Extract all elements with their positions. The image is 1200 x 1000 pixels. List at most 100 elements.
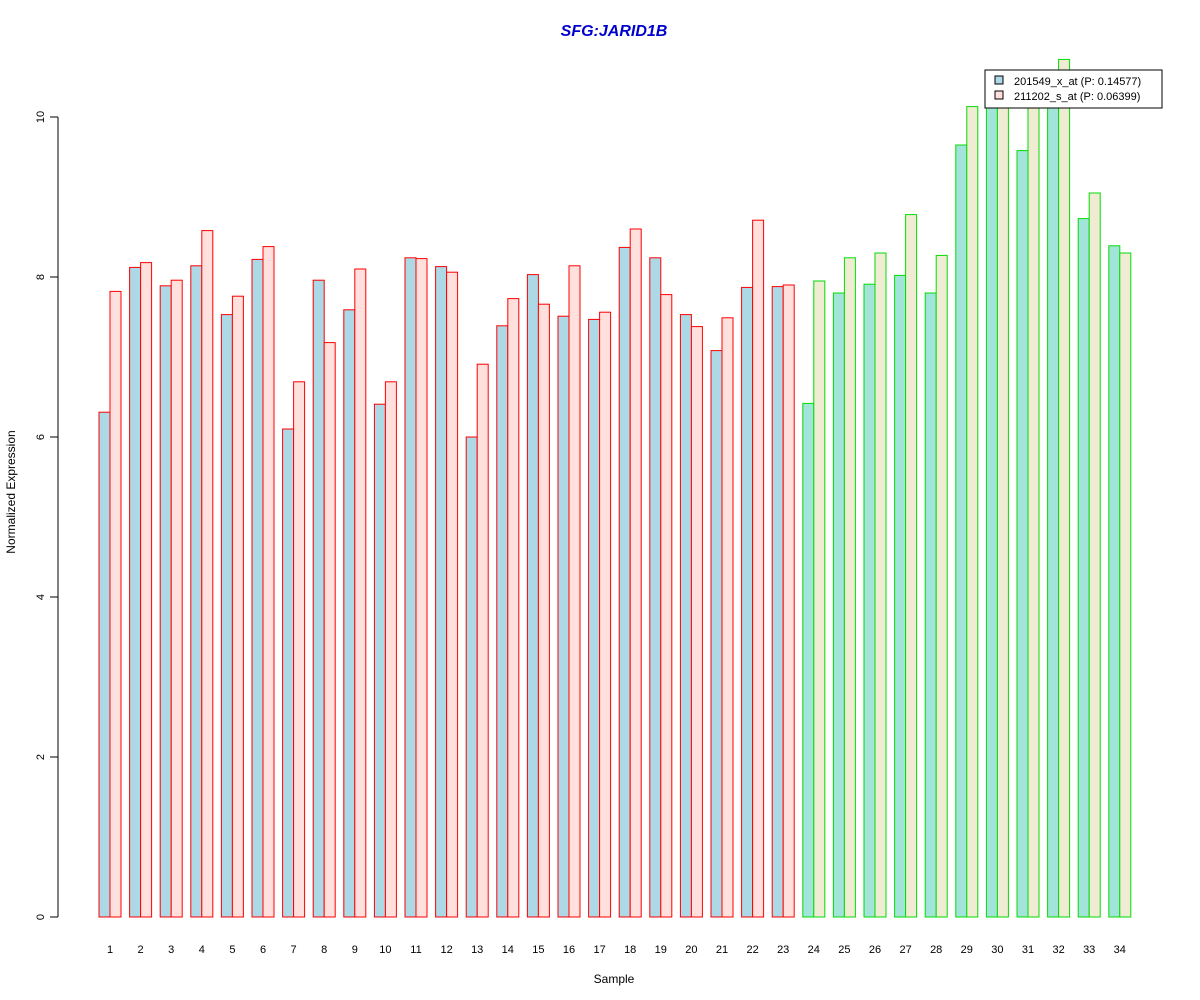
x-tick-label: 25 (838, 944, 850, 956)
x-tick-label: 1 (107, 944, 113, 956)
legend-label-series-2: 211202_s_at (P: 0.06399) (1014, 91, 1140, 103)
x-tick-label: 13 (471, 944, 483, 956)
legend-box (984, 69, 1163, 109)
bar-series-1-sample-3 (159, 285, 172, 918)
x-tick-label: 30 (991, 944, 1003, 956)
bar-series-1-sample-22 (741, 286, 754, 918)
bar-series-1-sample-7 (282, 428, 295, 918)
x-tick-label: 10 (379, 944, 391, 956)
bar-series-1-sample-15 (526, 274, 539, 918)
bar-series-1-sample-18 (618, 246, 631, 918)
x-tick-label: 18 (624, 944, 636, 956)
bar-series-2-sample-2 (140, 262, 153, 918)
bar-series-1-sample-17 (588, 318, 601, 918)
x-tick-label: 20 (685, 944, 697, 956)
bar-series-2-sample-20 (690, 326, 703, 918)
bar-series-2-sample-30 (996, 100, 1009, 918)
bar-series-1-sample-8 (312, 279, 325, 918)
y-tick-label: 6 (35, 434, 47, 440)
bar-series-1-sample-19 (649, 257, 662, 918)
bar-series-2-sample-29 (966, 106, 979, 918)
y-tick-label: 10 (35, 111, 47, 123)
bar-series-1-sample-4 (190, 265, 203, 918)
bar-series-1-sample-12 (435, 266, 448, 918)
x-tick-label: 31 (1022, 944, 1034, 956)
bar-series-1-sample-33 (1077, 218, 1090, 918)
bar-series-1-sample-6 (251, 258, 264, 918)
bar-series-2-sample-19 (660, 294, 673, 918)
x-tick-label: 23 (777, 944, 789, 956)
bar-series-1-sample-25 (832, 292, 845, 918)
x-tick-labels: 1 2 3 4 5 6 7 8 9 10 11 12 13 14 15 16 17 18 19 20 21 22 23 24 2… (107, 944, 1126, 956)
x-tick-label: 16 (563, 944, 575, 956)
x-tick-label: 28 (930, 944, 942, 956)
x-tick-label: 3 (168, 944, 174, 956)
bar-series-1-sample-26 (863, 283, 876, 918)
bar-series-2-sample-32 (1058, 58, 1071, 918)
bar-series-2-sample-6 (262, 246, 275, 918)
bar-series-2-sample-13 (476, 363, 489, 918)
bar-series-2-sample-7 (293, 381, 306, 918)
x-tick-label: 21 (716, 944, 728, 956)
bar-series-2-sample-15 (537, 303, 550, 918)
bar-series-1-sample-20 (679, 314, 692, 918)
bar-series-2-sample-25 (843, 257, 856, 918)
x-tick-label: 6 (260, 944, 266, 956)
bar-series-2-sample-9 (354, 268, 367, 918)
y-tick-label: 2 (35, 754, 47, 760)
x-tick-label: 29 (961, 944, 973, 956)
bar-series-1-sample-29 (955, 144, 968, 918)
x-tick-label: 5 (229, 944, 235, 956)
legend-swatch-series-1 (994, 75, 1004, 85)
bar-series-1-sample-28 (924, 292, 937, 918)
bar-series-2-sample-1 (109, 290, 122, 918)
bar-series-1-sample-34 (1108, 245, 1121, 918)
chart-title: SFG:JARID1B (561, 23, 668, 40)
bar-series-1-sample-23 (771, 286, 784, 918)
bar-series-1-sample-24 (802, 402, 815, 918)
bar-series-2-sample-26 (874, 252, 887, 918)
bar-series-1-sample-32 (1047, 100, 1060, 918)
bar-series-2-sample-17 (599, 311, 612, 918)
bar-series-1-sample-9 (343, 309, 356, 918)
legend-swatch-series-2 (994, 90, 1004, 100)
bar-series-1-sample-2 (129, 266, 142, 918)
y-axis-label: Normalized Expression (4, 430, 18, 553)
x-axis-label: Sample (594, 972, 635, 986)
bar-series-2-sample-3 (170, 279, 183, 918)
legend: 201549_x_at (P: 0.14577) 211202_s_at (P:… (984, 69, 1163, 109)
x-tick-label: 32 (1052, 944, 1064, 956)
x-tick-label: 22 (746, 944, 758, 956)
bar-series-1-sample-1 (98, 411, 111, 918)
x-tick-label: 27 (899, 944, 911, 956)
bar-series-1-sample-27 (894, 274, 907, 918)
x-tick-label: 14 (502, 944, 514, 956)
x-tick-label: 12 (440, 944, 452, 956)
bar-series-2-sample-12 (446, 271, 459, 918)
x-tick-label: 34 (1114, 944, 1126, 956)
bar-series-2-sample-10 (384, 381, 397, 918)
x-tick-label: 17 (593, 944, 605, 956)
bar-series-1-sample-13 (465, 436, 478, 918)
x-tick-label: 9 (352, 944, 358, 956)
bars-group (98, 58, 1132, 918)
y-tick-label: 0 (35, 914, 47, 920)
bar-series-2-sample-4 (201, 230, 214, 918)
x-tick-label: 15 (532, 944, 544, 956)
bar-series-2-sample-22 (752, 219, 765, 918)
bar-series-2-sample-16 (568, 265, 581, 918)
y-axis: 0 2 4 6 8 10 (35, 111, 59, 920)
x-tick-label: 24 (808, 944, 820, 956)
legend-label-series-1: 201549_x_at (P: 0.14577) (1014, 76, 1141, 88)
bar-series-2-sample-18 (629, 228, 642, 918)
bar-series-1-sample-30 (985, 104, 998, 918)
bar-series-2-sample-24 (813, 280, 826, 918)
bar-series-2-sample-14 (507, 298, 520, 918)
bar-series-2-sample-21 (721, 317, 734, 918)
bar-series-1-sample-14 (496, 325, 509, 918)
x-tick-label: 26 (869, 944, 881, 956)
bar-series-1-sample-5 (220, 314, 233, 918)
x-tick-label: 8 (321, 944, 327, 956)
bar-series-2-sample-5 (231, 295, 244, 918)
